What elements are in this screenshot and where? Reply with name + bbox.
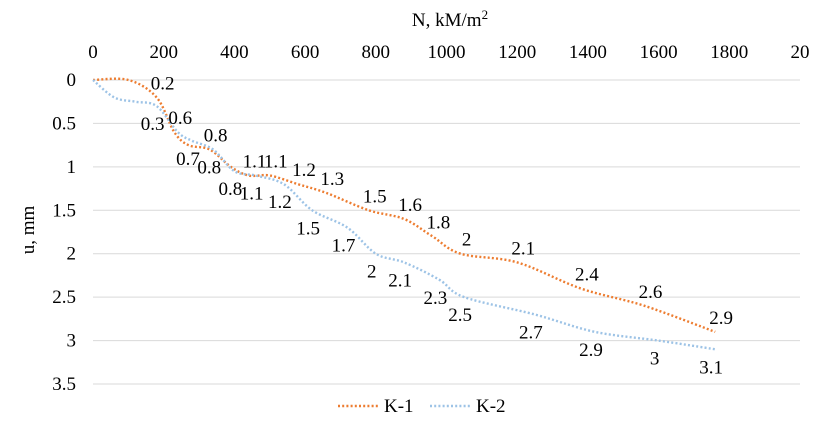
x-tick-label: 400 bbox=[220, 42, 249, 63]
data-label-k-1: 1.6 bbox=[398, 195, 422, 216]
data-label-k-1: 0.6 bbox=[168, 108, 192, 129]
data-label-k-2: 2.1 bbox=[388, 270, 412, 291]
data-label-k-1: 2.4 bbox=[575, 264, 599, 285]
data-label-k-2: 1.1 bbox=[240, 184, 264, 205]
gridlines bbox=[93, 79, 800, 385]
x-axis-ticks: 0 200 400 600 800 1000 1200 1400 1600 1800 20 bbox=[88, 42, 809, 63]
y-tick-label: 2 bbox=[67, 244, 77, 265]
data-label-k-2: 2 bbox=[367, 262, 377, 283]
x-tick-label: 600 bbox=[291, 42, 320, 63]
data-label-k-2: 0.7 bbox=[176, 149, 200, 170]
legend: K-1 K-2 bbox=[338, 396, 506, 417]
data-label-k-2: 2.3 bbox=[424, 288, 448, 309]
data-label-k-1: 1.1 bbox=[264, 152, 288, 173]
legend-label-k-1: K-1 bbox=[384, 396, 414, 417]
data-label-k-1: 2 bbox=[462, 230, 472, 251]
x-tick-label: 1400 bbox=[569, 42, 607, 63]
data-label-k-1: 0.8 bbox=[204, 125, 228, 146]
data-label-k-2: 1.5 bbox=[296, 218, 320, 239]
data-label-k-1: 1.1 bbox=[243, 152, 267, 173]
x-tick-label: 1600 bbox=[640, 42, 678, 63]
data-labels: 0.20.60.81.11.1 1.2 1.31.5 1.61.82 2.12.42.6… bbox=[141, 73, 733, 378]
legend-label-k-2: K-2 bbox=[476, 396, 506, 417]
y-tick-label: 3.5 bbox=[52, 374, 76, 395]
x-tick-label: 20 bbox=[791, 42, 810, 63]
y-tick-label: 2.5 bbox=[52, 287, 76, 308]
x-tick-label: 1000 bbox=[428, 42, 466, 63]
data-label-k-2: 2.5 bbox=[448, 305, 472, 326]
x-tick-label: 1200 bbox=[498, 42, 536, 63]
y-tick-label: 1 bbox=[67, 157, 77, 178]
data-label-k-2: 0.8 bbox=[197, 157, 221, 178]
data-label-k-1: 1.8 bbox=[426, 212, 450, 233]
series-lines bbox=[92, 77, 716, 351]
data-label-k-2: 3 bbox=[650, 349, 660, 370]
data-label-k-2: 3.1 bbox=[699, 357, 723, 378]
data-label-k-2: 2.9 bbox=[579, 340, 603, 361]
data-label-k-1: 2.1 bbox=[511, 238, 535, 259]
y-tick-label: 0.5 bbox=[52, 113, 76, 134]
x-tick-label: 800 bbox=[362, 42, 391, 63]
data-label-k-2: 1.2 bbox=[268, 192, 292, 213]
data-label-k-1: 1.3 bbox=[320, 169, 344, 190]
data-label-k-2: 2.7 bbox=[519, 323, 543, 344]
y-tick-label: 0 bbox=[67, 70, 77, 91]
x-tick-label: 0 bbox=[88, 42, 98, 63]
series-line-k-1 bbox=[92, 77, 716, 334]
x-tick-label: 1800 bbox=[710, 42, 748, 63]
data-label-k-1: 2.6 bbox=[639, 282, 663, 303]
data-label-k-1: 1.5 bbox=[363, 186, 387, 207]
y-tick-label: 1.5 bbox=[52, 200, 76, 221]
data-label-k-2: 0.3 bbox=[141, 114, 165, 135]
x-tick-label: 200 bbox=[149, 42, 178, 63]
y-axis-ticks: 0 0.5 1 1.5 2 2.5 3 3.5 bbox=[52, 70, 76, 395]
x-axis-title: N, kM/m2 bbox=[412, 7, 488, 31]
y-axis-title: u, mm bbox=[18, 206, 39, 255]
data-label-k-1: 2.9 bbox=[709, 308, 733, 329]
y-tick-label: 3 bbox=[67, 331, 77, 352]
data-label-k-2: 1.7 bbox=[332, 236, 356, 257]
data-label-k-1: 0.2 bbox=[151, 73, 175, 94]
data-label-k-1: 1.2 bbox=[292, 160, 316, 181]
data-label-k-2: 0.8 bbox=[219, 179, 243, 200]
